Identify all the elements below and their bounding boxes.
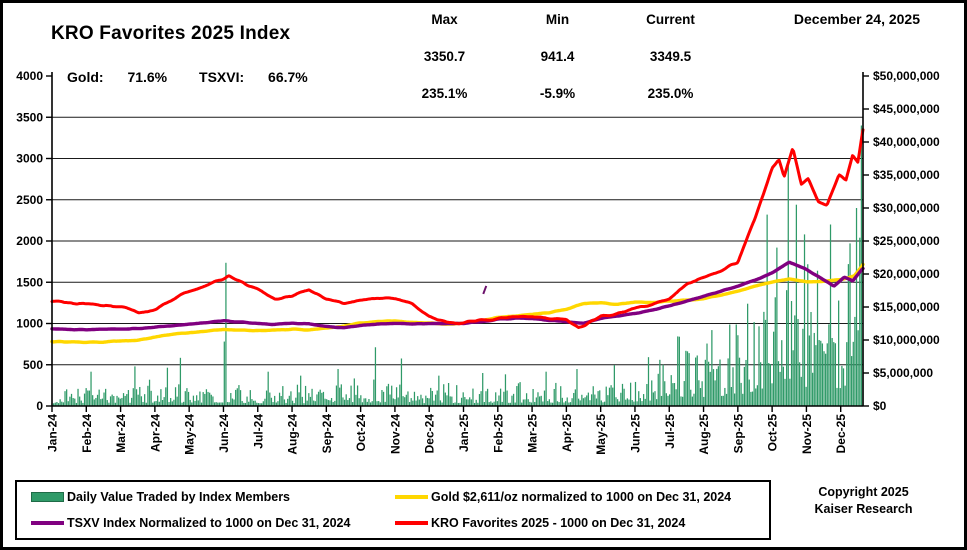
axes bbox=[51, 72, 864, 407]
svg-text:Feb-24: Feb-24 bbox=[80, 414, 94, 453]
tsxvi-pct: 66.7% bbox=[268, 69, 308, 85]
svg-text:$0: $0 bbox=[873, 399, 887, 413]
svg-text:Jan-25: Jan-25 bbox=[457, 414, 471, 452]
svg-text:$15,000,000: $15,000,000 bbox=[873, 300, 940, 314]
legend: Daily Value Traded by Index Members Gold… bbox=[15, 480, 771, 540]
stat-min-label: Min bbox=[545, 12, 570, 27]
daily-value-bars bbox=[51, 125, 864, 406]
svg-text:Apr-24: Apr-24 bbox=[148, 414, 162, 452]
svg-text:Feb-25: Feb-25 bbox=[491, 414, 505, 453]
stat-min-pct: -5.9% bbox=[539, 86, 576, 101]
legend-item-tsxv: TSXV Index Normalized to 1000 on Dec 31,… bbox=[31, 516, 350, 530]
stat-max-pct: 235.1% bbox=[421, 86, 468, 101]
stats-col-max: Max 3350.7 235.1% bbox=[388, 11, 501, 103]
svg-text:Mar-24: Mar-24 bbox=[114, 414, 128, 453]
svg-text:Jun-24: Jun-24 bbox=[217, 414, 231, 453]
svg-text:$30,000,000: $30,000,000 bbox=[873, 201, 940, 215]
svg-text:$50,000,000: $50,000,000 bbox=[873, 69, 940, 83]
svg-text:$40,000,000: $40,000,000 bbox=[873, 135, 940, 149]
svg-text:$10,000,000: $10,000,000 bbox=[873, 333, 940, 347]
svg-text:0: 0 bbox=[36, 399, 43, 413]
svg-text:3000: 3000 bbox=[16, 152, 43, 166]
daily-value-swatch bbox=[31, 492, 64, 502]
svg-text:Nov-24: Nov-24 bbox=[388, 414, 402, 454]
svg-text:Mar-25: Mar-25 bbox=[526, 414, 540, 453]
series-line-3 bbox=[50, 128, 865, 329]
stats-col-min: Min 941.4 -5.9% bbox=[501, 11, 614, 103]
svg-text:$35,000,000: $35,000,000 bbox=[873, 168, 940, 182]
svg-text:Jan-24: Jan-24 bbox=[46, 414, 60, 452]
gold-line-swatch bbox=[395, 495, 428, 499]
copyright: Copyright 2025 Kaiser Research bbox=[791, 484, 936, 518]
copyright-line2: Kaiser Research bbox=[814, 502, 913, 516]
svg-text:Jul-25: Jul-25 bbox=[663, 414, 677, 449]
svg-text:Sep-24: Sep-24 bbox=[320, 414, 334, 454]
series-line-2 bbox=[50, 260, 865, 332]
axis-left: 0 500 1000 1500 2000 2500 3000 3500 4000 bbox=[16, 69, 52, 413]
kro-line-swatch bbox=[395, 521, 428, 525]
svg-text:Aug-25: Aug-25 bbox=[697, 414, 711, 455]
svg-text:Oct-24: Oct-24 bbox=[354, 414, 368, 452]
svg-text:Dec-25: Dec-25 bbox=[834, 414, 848, 454]
svg-text:1500: 1500 bbox=[16, 275, 43, 289]
stats-col-current: Current 3349.5 235.0% bbox=[614, 11, 727, 103]
stray-mark bbox=[482, 285, 488, 295]
stat-current-pct: 235.0% bbox=[647, 86, 694, 101]
gridlines bbox=[52, 116, 863, 366]
gold-label: Gold: bbox=[67, 69, 104, 85]
legend-label: TSXV Index Normalized to 1000 on Dec 31,… bbox=[67, 516, 351, 530]
svg-text:2500: 2500 bbox=[16, 193, 43, 207]
tsxv-line-swatch bbox=[31, 521, 64, 525]
axis-bottom: Jan-24 Feb-24 Mar-24 Apr-24 May-24 Jun-24 Jul-… bbox=[46, 406, 848, 455]
svg-text:May-25: May-25 bbox=[594, 414, 608, 455]
stat-current-label: Current bbox=[646, 12, 695, 27]
svg-text:$25,000,000: $25,000,000 bbox=[873, 234, 940, 248]
svg-text:Oct-25: Oct-25 bbox=[766, 414, 780, 452]
legend-item-gold: Gold $2,611/oz normalized to 1000 on Dec… bbox=[395, 490, 731, 504]
stat-current-value: 3349.5 bbox=[649, 49, 692, 64]
legend-label: Gold $2,611/oz normalized to 1000 on Dec… bbox=[431, 490, 732, 504]
copyright-line1: Copyright 2025 bbox=[818, 485, 909, 499]
report-date: December 24, 2025 bbox=[793, 11, 920, 27]
svg-text:Aug-24: Aug-24 bbox=[286, 414, 300, 455]
legend-label: KRO Favorites 2025 - 1000 on Dec 31, 202… bbox=[431, 516, 686, 530]
stat-min-value: 941.4 bbox=[540, 49, 575, 64]
svg-text:1000: 1000 bbox=[16, 317, 43, 331]
benchmark-summary: Gold: 71.6% TSXVI: 66.7% bbox=[67, 69, 308, 85]
svg-text:3500: 3500 bbox=[16, 110, 43, 124]
legend-item-daily-value: Daily Value Traded by Index Members bbox=[31, 490, 290, 504]
tsxvi-label: TSXVI: bbox=[199, 69, 245, 85]
legend-item-kro: KRO Favorites 2025 - 1000 on Dec 31, 202… bbox=[395, 516, 685, 530]
page-title: KRO Favorites 2025 Index bbox=[51, 23, 291, 44]
series-line-1 bbox=[50, 262, 865, 345]
svg-text:Dec-24: Dec-24 bbox=[423, 414, 437, 454]
price-volume-chart: 0 500 1000 1500 2000 2500 3000 3500 4000 $0 $5,000… bbox=[16, 69, 940, 455]
svg-text:Jul-24: Jul-24 bbox=[251, 414, 265, 449]
legend-label: Daily Value Traded by Index Members bbox=[67, 490, 291, 504]
svg-text:2000: 2000 bbox=[16, 234, 43, 248]
svg-text:Apr-25: Apr-25 bbox=[560, 414, 574, 452]
svg-text:$5,000,000: $5,000,000 bbox=[873, 366, 933, 380]
svg-text:Sep-25: Sep-25 bbox=[731, 414, 745, 454]
stats-table: Max 3350.7 235.1% Min 941.4 -5.9% Curren… bbox=[388, 11, 727, 103]
svg-text:May-24: May-24 bbox=[183, 414, 197, 455]
axis-right: $0 $5,000,000 $10,000,000 $15,000,000 $20,00… bbox=[863, 69, 940, 413]
stat-max-label: Max bbox=[431, 12, 458, 27]
svg-text:Nov-25: Nov-25 bbox=[800, 414, 814, 454]
gold-pct: 71.6% bbox=[127, 69, 168, 85]
svg-text:4000: 4000 bbox=[16, 69, 43, 83]
svg-text:500: 500 bbox=[23, 358, 43, 372]
svg-text:$20,000,000: $20,000,000 bbox=[873, 267, 940, 281]
stat-max-value: 3350.7 bbox=[423, 49, 466, 64]
svg-text:$45,000,000: $45,000,000 bbox=[873, 102, 940, 116]
svg-text:Jun-25: Jun-25 bbox=[628, 414, 642, 453]
